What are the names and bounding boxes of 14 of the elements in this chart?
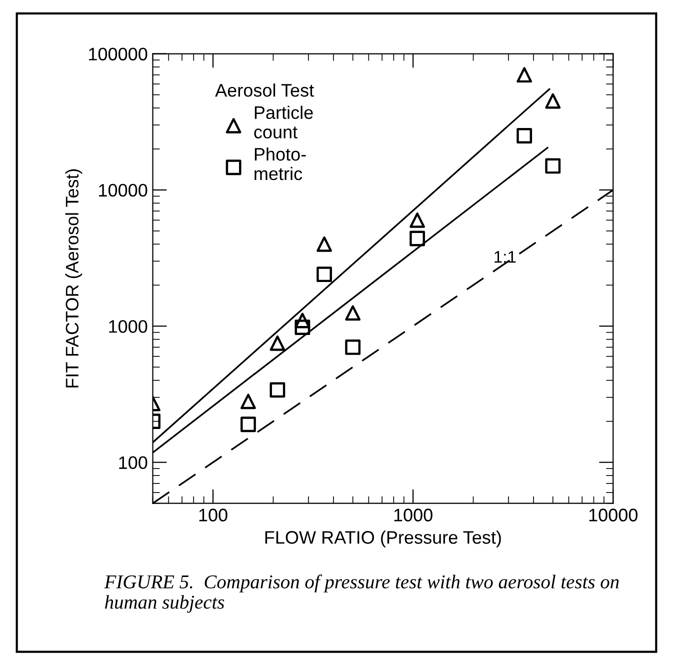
x-tick-label: 1000 [394, 508, 432, 522]
y-tick-label: 100 [119, 456, 148, 470]
y-tick-label: 1000 [109, 320, 148, 333]
x-tick-label: 100 [199, 508, 228, 522]
annotation: 1:1 [494, 251, 516, 263]
x-tick-label: 10000 [589, 508, 638, 522]
y-tick-label: 10000 [99, 184, 148, 197]
legend-title: Aerosol Test [215, 83, 314, 97]
legend-label: Photo- metric [254, 147, 306, 180]
caption: FIGURE 5. Comparison of pressure test with two aerosol tests on human subjects [104, 574, 619, 613]
x-axis-title: FLOW RATIO (Pressure Test) [265, 530, 501, 548]
legend-label: Particle count [254, 106, 313, 138]
y-axis-title: FIT FACTOR (Aerosol Test) [65, 169, 82, 388]
y-tick-label: 100000 [89, 48, 148, 60]
